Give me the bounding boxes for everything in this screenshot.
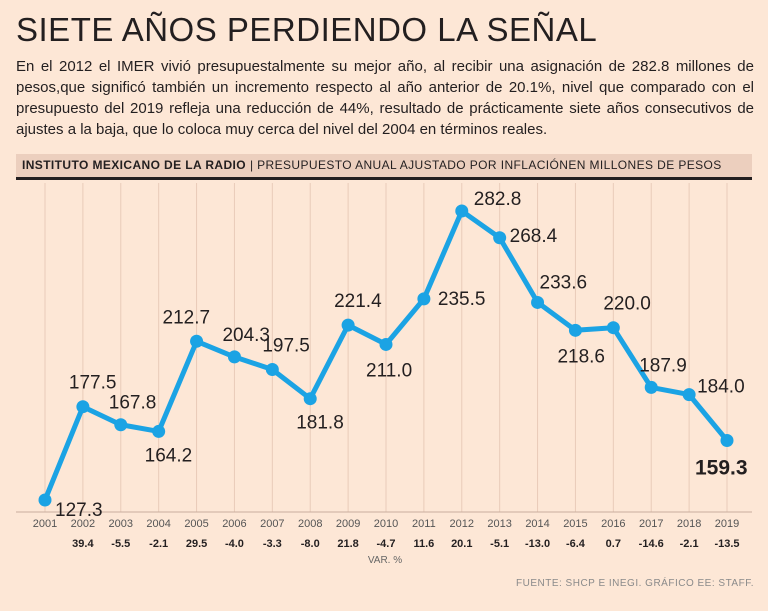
data-label: 221.4	[334, 291, 382, 312]
x-tick-label: 2011	[412, 518, 436, 530]
data-points	[38, 204, 734, 507]
x-tick-label: 2017	[639, 518, 663, 530]
data-point	[417, 292, 431, 306]
data-point	[76, 400, 90, 414]
data-point	[114, 418, 128, 432]
variation-label: -13.5	[714, 538, 739, 550]
data-point	[341, 318, 355, 332]
x-tick-labels: 2001 2002 2003 2004 2005 2006 2007 2008 2009 2010…	[33, 518, 739, 530]
data-point	[190, 334, 204, 348]
variation-label: 39.4	[72, 538, 94, 550]
data-label: 282.8	[474, 189, 522, 210]
data-point	[644, 380, 658, 394]
variation-label: -8.0	[301, 538, 320, 550]
data-point	[227, 350, 241, 364]
x-tick-label: 2014	[525, 518, 549, 530]
variation-label: 29.5	[186, 538, 207, 550]
data-point	[682, 388, 696, 402]
variation-label: -2.1	[149, 538, 168, 550]
variation-label: -4.7	[377, 538, 396, 550]
data-label: 181.8	[296, 413, 344, 434]
chart-subheader: INSTITUTO MEXICANO DE LA RADIO | PRESUPUES…	[16, 154, 752, 180]
data-point	[568, 323, 582, 337]
chart-description: PRESUPUESTO ANUAL AJUSTADO POR INFLACIÓN…	[257, 158, 722, 172]
data-point	[606, 321, 620, 335]
data-point	[265, 363, 279, 377]
data-label: 268.4	[510, 226, 558, 247]
data-label: 233.6	[540, 272, 588, 293]
data-label: 167.8	[109, 393, 157, 414]
x-tick-label: 2016	[601, 518, 625, 530]
data-label: 177.5	[69, 373, 117, 394]
variation-label: -14.6	[639, 538, 664, 550]
data-label: 218.6	[557, 346, 605, 367]
variation-label: 0.7	[606, 538, 621, 550]
variation-label: -13.0	[525, 538, 550, 550]
x-tick-label: 2018	[677, 518, 701, 530]
variation-labels: 39.4 -5.5 -2.1 29.5 -4.0 -3.3 -8.0 21.8 -4.7 11.6…	[72, 538, 739, 550]
organization-name: INSTITUTO MEXICANO DE LA RADIO	[22, 158, 247, 172]
data-point	[720, 434, 734, 448]
x-tick-label: 2001	[33, 518, 57, 530]
x-tick-label: 2019	[715, 518, 739, 530]
variation-axis-label: VAR. %	[368, 555, 402, 566]
subheader-separator: |	[250, 158, 254, 172]
variation-label: -4.0	[225, 538, 244, 550]
x-tick-label: 2006	[222, 518, 246, 530]
data-point	[38, 493, 52, 507]
intro-paragraph: En el 2012 el IMER vivió presupuestalmen…	[16, 58, 754, 138]
variation-label: -5.1	[490, 538, 509, 550]
variation-label: -6.4	[566, 538, 586, 550]
data-point	[455, 204, 469, 218]
data-point	[531, 295, 545, 309]
data-label: 204.3	[222, 325, 270, 346]
source-note: FUENTE: SHCP E INEGI. GRÁFICO EE: STAFF.	[516, 578, 754, 589]
page-title: SIETE AÑOS PERDIENDO LA SEÑAL	[16, 11, 598, 48]
data-label: 164.2	[145, 445, 193, 466]
data-label: 211.0	[366, 360, 412, 381]
x-tick-label: 2007	[260, 518, 284, 530]
data-label: 187.9	[639, 355, 687, 376]
x-tick-label: 2012	[450, 518, 474, 530]
variation-label: 11.6	[413, 538, 434, 550]
x-tick-label: 2015	[563, 518, 587, 530]
data-label: 127.3	[55, 500, 103, 521]
data-label: 220.0	[603, 294, 651, 315]
variation-label: 21.8	[337, 538, 358, 550]
variation-label: -5.5	[111, 538, 130, 550]
data-label: 235.5	[438, 289, 486, 310]
x-tick-label: 2002	[71, 518, 95, 530]
data-label: 184.0	[697, 377, 745, 398]
x-tick-label: 2009	[336, 518, 360, 530]
x-tick-label: 2003	[109, 518, 133, 530]
data-label-highlight: 159.3	[695, 457, 748, 480]
data-label: 197.5	[262, 336, 310, 357]
x-tick-label: 2008	[298, 518, 322, 530]
x-tick-label: 2013	[487, 518, 511, 530]
data-point	[493, 231, 507, 245]
data-point	[303, 392, 317, 406]
variation-label: -2.1	[680, 538, 699, 550]
data-point	[379, 337, 393, 351]
variation-label: -3.3	[263, 538, 282, 550]
x-tick-label: 2004	[146, 518, 170, 530]
variation-label: 20.1	[451, 538, 472, 550]
x-tick-label: 2005	[184, 518, 208, 530]
x-tick-label: 2010	[374, 518, 398, 530]
data-point	[152, 424, 166, 438]
data-label: 212.7	[163, 307, 211, 328]
